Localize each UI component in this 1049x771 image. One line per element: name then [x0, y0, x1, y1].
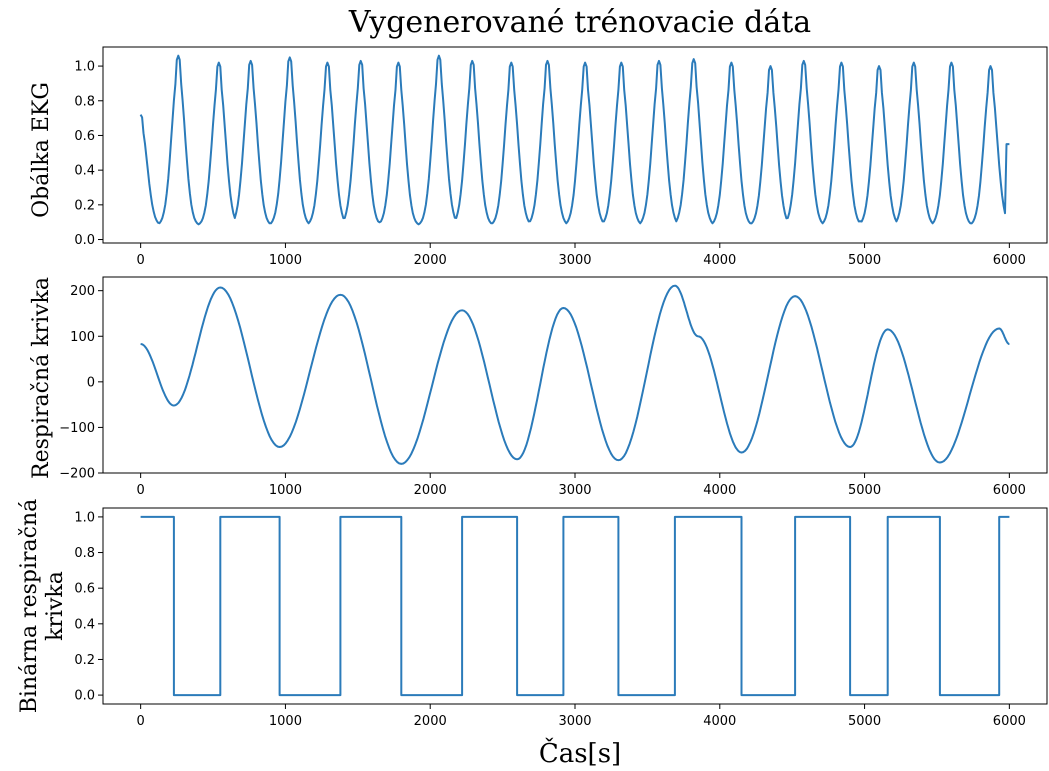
binary-ytick-label: 0.0: [74, 689, 95, 704]
ekg-xtick-label: 0: [137, 253, 145, 268]
respiration-axes-frame: [102, 276, 1048, 474]
ekg-xtick-label: 3000: [558, 253, 591, 268]
respiration-y-ticks: −200 −100 0 100 200: [59, 284, 103, 482]
respiration-ytick-label: −100: [59, 421, 95, 436]
respiration-xtick-label: 3000: [558, 483, 591, 498]
binary-respiration-line: [140, 515, 1010, 697]
panel-binary-respiration: Binárna respiračná krivka 0.00.20.40.60.…: [17, 499, 1048, 729]
binary-ytick-label: 0.2: [74, 653, 95, 668]
ekg-y-ticks: 0.0 0.2 0.4 0.6 0.8 1.0: [74, 60, 103, 248]
ekg-ytick-label: 0.6: [74, 129, 95, 144]
ekg-ylabel: Obálka EKG: [29, 82, 54, 218]
respiration-line: [140, 284, 1010, 465]
respiration-ytick-label: 100: [70, 330, 95, 345]
respiration-xtick-label: 5000: [848, 483, 881, 498]
panel-ekg-envelope: Obálka EKG 0.0 0.2 0.4 0.6 0.8 1.0 0 1000 2000 3…: [29, 46, 1048, 268]
binary-ylabel-line1: Binárna respiračná: [17, 499, 42, 713]
respiration-ytick-label: 0: [87, 375, 95, 390]
respiration-xtick-label: 4000: [703, 483, 736, 498]
ekg-x-ticks: 0 1000 2000 3000 4000 5000 6000: [137, 243, 1026, 268]
ekg-xtick-label: 4000: [703, 253, 736, 268]
binary-ytick-label: 1.0: [74, 510, 95, 525]
binary-xtick-label: 4000: [703, 714, 736, 729]
binary-xtick-label: 6000: [993, 714, 1026, 729]
binary-ylabel-line2: krivka: [43, 571, 68, 641]
binary-axes-frame: [102, 507, 1048, 705]
ekg-axes-frame: [102, 46, 1048, 244]
ekg-ytick-label: 0.4: [74, 164, 95, 179]
figure-title: Vygenerované trénovacie dáta: [348, 5, 811, 40]
respiration-x-ticks: 0 1000 2000 3000 4000 5000 6000: [137, 473, 1026, 498]
binary-xtick-label: 0: [137, 714, 145, 729]
respiration-xtick-label: 6000: [993, 483, 1026, 498]
respiration-ylabel: Respiračná krivka: [29, 277, 54, 479]
ekg-xtick-label: 5000: [848, 253, 881, 268]
respiration-xtick-label: 2000: [414, 483, 447, 498]
respiration-ytick-label: −200: [59, 467, 95, 482]
binary-ytick-label: 0.6: [74, 582, 95, 597]
binary-ytick-label: 0.4: [74, 617, 95, 632]
binary-xtick-label: 1000: [269, 714, 302, 729]
ekg-xtick-label: 6000: [993, 253, 1026, 268]
respiration-xtick-label: 1000: [269, 483, 302, 498]
ekg-envelope-line: [139, 54, 1010, 226]
panel-respiration: Respiračná krivka −200 −100 0 100 200 0 1000 2…: [29, 276, 1048, 498]
binary-xtick-label: 5000: [848, 714, 881, 729]
binary-ytick-label: 0.8: [74, 546, 95, 561]
ekg-ytick-label: 0.0: [74, 233, 95, 248]
binary-xtick-label: 3000: [558, 714, 591, 729]
ekg-xtick-label: 1000: [269, 253, 302, 268]
x-axis-label: Čas[s]: [539, 737, 621, 769]
ekg-ytick-label: 0.8: [74, 94, 95, 109]
respiration-ytick-label: 200: [70, 284, 95, 299]
binary-y-ticks: 0.0 0.2 0.4 0.6 0.8 1.0: [74, 510, 103, 704]
ekg-ytick-label: 1.0: [74, 60, 95, 75]
binary-x-ticks: 0 1000 2000 3000 4000 5000 6000: [137, 704, 1026, 729]
ekg-xtick-label: 2000: [414, 253, 447, 268]
respiration-xtick-label: 0: [137, 483, 145, 498]
ekg-ytick-label: 0.2: [74, 198, 95, 213]
binary-xtick-label: 2000: [414, 714, 447, 729]
